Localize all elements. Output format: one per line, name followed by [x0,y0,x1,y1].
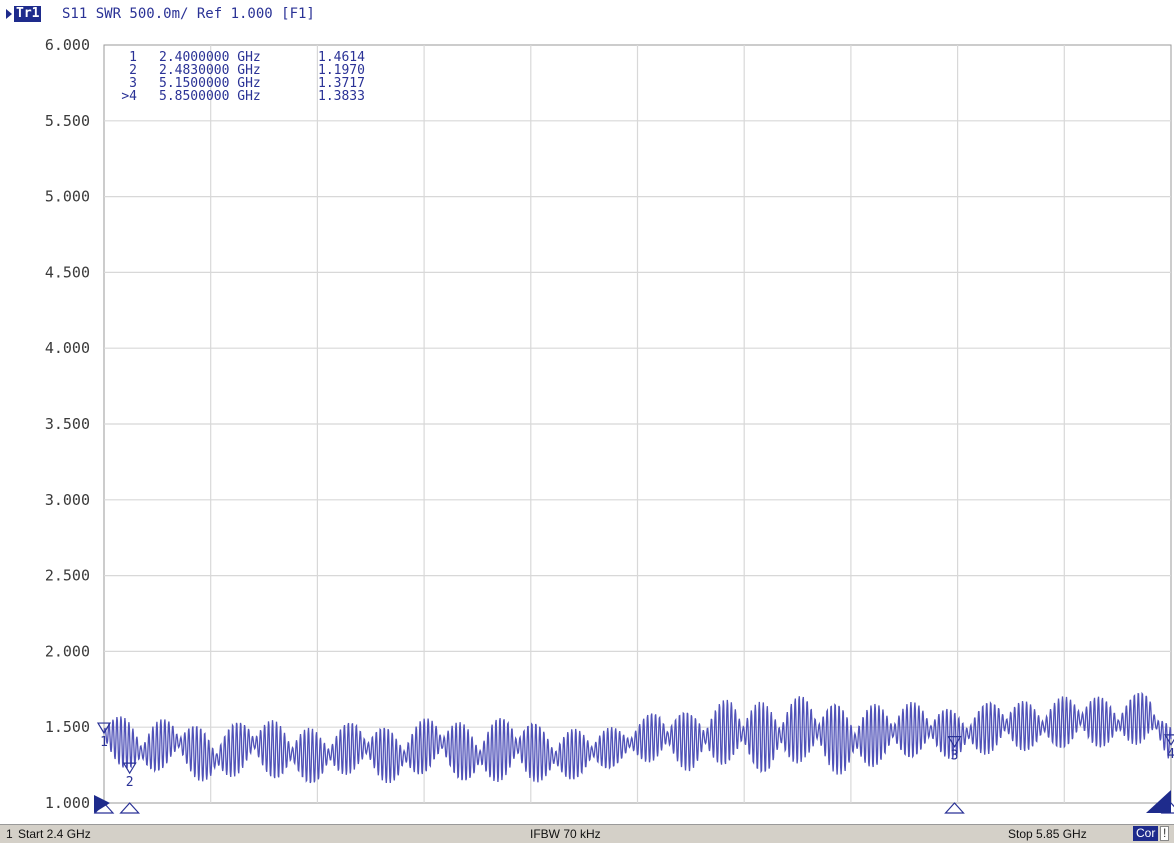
marker-table-value: 1.3717 [318,76,365,91]
stop-corner-icon [1146,790,1171,813]
y-tick-label: 2.500 [45,567,90,585]
trace-line [103,691,1172,784]
y-tick-label: 3.000 [45,491,90,509]
y-tick-label: 1.000 [45,794,90,812]
marker-table-frequency: 2.4000000 GHz [159,50,261,65]
trace-header: Tr1 S11 SWR 500.0m/ Ref 1.000 [F1] [0,0,1174,28]
marker-table-frequency: 5.8500000 GHz [159,89,261,104]
marker-triangle[interactable] [122,762,137,775]
trace-title[interactable]: S11 SWR 500.0m/ Ref 1.000 [F1] [62,6,315,22]
stop-frequency[interactable]: Stop 5.85 GHz [1008,827,1087,841]
marker-number: 2 [126,775,134,790]
marker-table-value: 1.3833 [318,89,365,104]
marker-triangle[interactable] [1163,734,1174,747]
marker-table-frequency: 5.1500000 GHz [159,76,261,91]
correction-badge[interactable]: Cor [1133,826,1159,841]
marker-table-label: >4 [121,89,137,104]
trace-label[interactable]: Tr1 [14,6,42,22]
marker-table: 1 2.4000000 GHz 1.4614 2 2.4830000 GHz 1.1970… [121,50,365,104]
s11-trace [103,691,1172,784]
y-tick-label: 2.000 [45,642,90,660]
y-tick-label: 5.000 [45,188,90,206]
ref-level-arrow-icon[interactable] [94,795,110,813]
stimulus-marker[interactable] [119,802,141,814]
swr-chart[interactable]: 1.000 1.500 2.000 2.500 3.000 3.500 4.000 4.500… [0,0,1174,824]
start-frequency[interactable]: Start 2.4 GHz [18,827,91,841]
marker-triangle[interactable] [96,722,112,735]
y-tick-label: 1.500 [45,718,90,736]
active-trace-arrow-icon [6,9,12,19]
marker-table-frequency: 2.4830000 GHz [159,63,261,78]
grid-lines [104,45,1171,803]
y-tick-label: 6.000 [45,36,90,54]
marker-number: 1 [100,735,108,750]
y-tick-label: 4.500 [45,263,90,281]
y-tick-label: 3.500 [45,415,90,433]
marker-table-label: 1 [129,50,137,65]
y-tick-label: 4.000 [45,339,90,357]
y-tick-label: 5.500 [45,112,90,130]
marker-table-value: 1.1970 [318,63,365,78]
marker-table-value: 1.4614 [318,50,365,65]
channel-number: 1 [6,827,13,841]
y-tick-labels: 1.000 1.500 2.000 2.500 3.000 3.500 4.000 4.500… [45,36,90,812]
ifbw-value[interactable]: IFBW 70 kHz [530,827,601,841]
marker-table-label: 3 [129,76,137,91]
stimulus-marker[interactable] [944,802,965,814]
marker-number: 4 [1167,747,1174,762]
warning-flag: ! [1160,826,1170,841]
marker-triangle[interactable] [947,736,962,748]
marker-number: 3 [951,749,959,764]
status-bar: 1 Start 2.4 GHz IFBW 70 kHz Stop 5.85 GH… [0,824,1174,843]
marker-table-label: 2 [129,63,137,78]
